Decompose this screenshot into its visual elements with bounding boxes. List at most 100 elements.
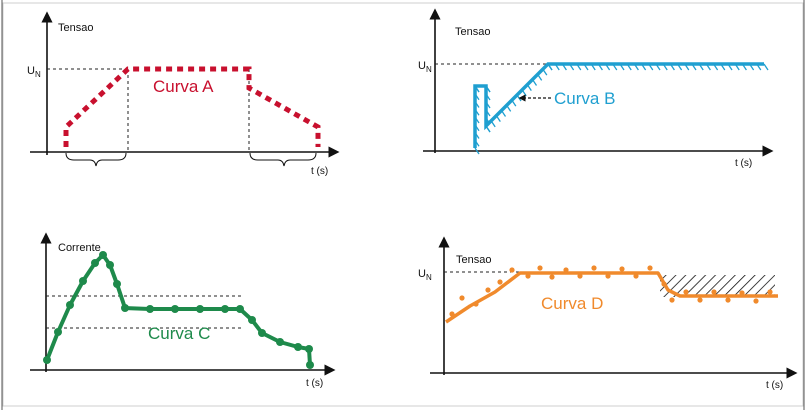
curve-b-hatch-tick: [641, 63, 647, 71]
curve-b-hatch-tick: [734, 63, 740, 71]
curve-d-marker: [591, 265, 597, 271]
curve-b-hatch-tick: [474, 101, 480, 108]
curve-a-label: Curva A: [153, 77, 214, 96]
curve-b-hatch-tick: [677, 63, 683, 71]
curve-c-marker: [99, 251, 107, 259]
curve-c-marker: [43, 356, 51, 364]
curve-b-hatch-tick: [485, 125, 491, 133]
curve-c-marker: [146, 305, 154, 313]
curve-d-marker: [669, 297, 675, 303]
panel-b: Tensao UN t (s) Curva B: [418, 8, 774, 169]
curve-d-label: Curva D: [541, 294, 603, 313]
curve-b-hatch-tick: [474, 108, 480, 116]
curve-b-hatch-tick: [583, 63, 589, 71]
curve-d-marker: [633, 273, 639, 279]
curve-d-marker: [725, 297, 731, 303]
curve-b-hatch-tick: [490, 120, 496, 128]
curve-c-marker: [113, 280, 121, 288]
curve-c-marker: [306, 361, 314, 369]
curve-c-marker: [294, 343, 302, 351]
curve-b-hatch-tick: [500, 110, 507, 117]
curve-c-marker: [276, 338, 284, 346]
curve-d-marker: [449, 311, 455, 317]
curve-d-marker: [549, 274, 555, 280]
curve-b-hatch-tick: [648, 63, 654, 71]
curve-b-hatch-tick: [633, 63, 639, 71]
curve-b-hatch-tick: [542, 68, 548, 76]
curve-a-line: [63, 66, 321, 147]
curve-b-hatch-tick: [474, 93, 480, 101]
curve-b-hatch-tick: [684, 63, 690, 71]
curve-b-hatch-tick: [669, 63, 675, 71]
panel-d: Tensao UN t (s) Curva D: [418, 236, 798, 391]
curve-c-marker: [121, 304, 129, 312]
curve-b-hatch-tick: [485, 93, 491, 101]
curve-b-hatch-tick: [474, 116, 480, 124]
curve-d-marker: [485, 287, 491, 293]
curve-b-hatch-tick: [495, 115, 501, 123]
curve-b-hatch-tick: [605, 63, 611, 71]
curve-d-marker: [537, 265, 543, 271]
curve-b-hatch-tick: [531, 79, 538, 86]
curve-d-marker: [577, 273, 583, 279]
curve-b-hatch-tick: [705, 63, 711, 71]
curve-d-marker: [497, 279, 503, 285]
curve-b-hatch-tick: [576, 63, 582, 71]
curve-c-marker: [236, 305, 244, 313]
curve-d-marker: [661, 281, 667, 287]
curve-b-hatch-tick: [474, 124, 480, 132]
curve-c-marker: [66, 301, 74, 309]
curve-b-hatch-tick: [511, 99, 517, 107]
curve-b-hatch-tick: [554, 63, 560, 71]
curve-c-markers: [43, 251, 314, 369]
curve-d-marker: [459, 295, 465, 301]
curve-b-hatch-tick: [590, 63, 596, 71]
curve-b-hatch-tick: [691, 63, 697, 71]
curve-d-marker: [605, 273, 611, 279]
curve-d-marker: [563, 267, 569, 273]
curve-b-hatch-tick: [662, 63, 668, 71]
curve-b-hatch-tick: [474, 85, 480, 93]
curve-d-marker: [473, 301, 479, 307]
curve-b-hatch-tick: [537, 73, 543, 81]
panel-b-x-label: t (s): [735, 158, 752, 169]
curve-d-marker: [753, 298, 759, 304]
panel-a-x-label: t (s): [311, 166, 328, 177]
curve-c-marker: [305, 345, 313, 353]
curve-d-line: [445, 271, 778, 324]
curve-d-marker: [647, 265, 653, 271]
curve-b-hatch-tick: [619, 63, 625, 71]
panel-c-y-label: Corrente: [58, 242, 101, 254]
curve-d-marker: [509, 267, 515, 273]
curve-b-hatch-tick: [474, 139, 480, 147]
curve-b-hatch-tick: [698, 63, 704, 71]
curve-d-marker: [683, 289, 689, 295]
curve-b-hatch-tick: [741, 63, 747, 71]
panel-a-un-label: UN: [27, 65, 41, 79]
curve-b-label: Curva B: [554, 89, 615, 108]
curve-b-hatch-tick: [763, 63, 769, 71]
curve-b-hatch-tick: [485, 117, 491, 125]
curve-d-deviation-hatch: [660, 275, 775, 297]
curve-c-marker: [196, 305, 204, 313]
curve-b-hatch-tick: [506, 104, 512, 112]
panel-b-un-label: UN: [418, 60, 432, 74]
curve-b-tolerance-hatch: [474, 63, 769, 155]
panel-d-un-label: UN: [418, 268, 432, 282]
panel-d-x-label: t (s): [766, 380, 783, 391]
curve-b-hatch-tick: [749, 63, 755, 71]
curve-b-hatch-tick: [474, 147, 480, 155]
curve-b-hatch-tick: [474, 132, 480, 139]
curve-b-hatch-tick: [569, 63, 575, 71]
curve-d-markers: [449, 265, 773, 317]
curve-b-hatch-tick: [756, 63, 762, 71]
curve-b-hatch-tick: [597, 63, 603, 71]
panel-a: Tensao UN t (s) Curva A: [27, 11, 340, 177]
curve-d-marker: [767, 289, 773, 295]
curve-c-marker: [171, 305, 179, 313]
panel-a-y-label: Tensao: [58, 22, 93, 34]
curve-b-hatch-tick: [521, 89, 527, 97]
curve-c-marker: [221, 305, 229, 313]
